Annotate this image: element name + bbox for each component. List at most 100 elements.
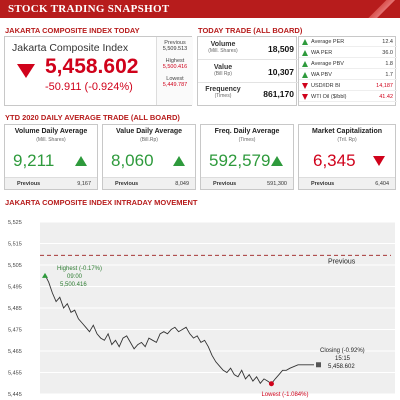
trade-unit: (Bill Rp) <box>214 71 232 77</box>
indicator-row: Average PER 12.4 <box>299 38 397 47</box>
card-unit: (Times) <box>238 137 256 143</box>
indicator-row: WTI Oil ($/bbl) 41.42 <box>299 93 397 102</box>
trade-unit: (Times) <box>214 93 232 99</box>
up-arrow-icon <box>173 156 185 166</box>
jci-today-panel: Jakarta Composite Index 5,458.602 -50.91… <box>4 36 193 106</box>
card-value: 6,345 <box>313 151 356 170</box>
indicator-row: USD/IDR BI 14,187 <box>299 82 397 91</box>
highest-value: 5,500.416 <box>162 64 188 70</box>
jci-today-title: JAKARTA COMPOSITE INDEX TODAY <box>5 26 140 35</box>
indicator-value: 1.8 <box>385 61 393 67</box>
card-title: Freq. Daily Average <box>214 128 280 135</box>
ytd-card-market-cap: Market Capitalization (Tril. Rp) 6,345 P… <box>298 124 396 190</box>
card-unit: (Bill.Rp) <box>140 137 158 143</box>
y-tick-label: 5,505 <box>8 263 22 269</box>
card-previous: Previous 591,300 <box>201 177 293 189</box>
trade-row-volume: Volume (Mill. Shares) 18,509 <box>198 38 298 60</box>
previous-value: 8,049 <box>175 181 189 187</box>
closing-label: Closing (-0.92%) <box>320 348 365 354</box>
y-tick-label: 5,465 <box>8 349 22 355</box>
highest-value: 5,500.416 <box>60 282 87 288</box>
intraday-chart: 5,525 5,515 5,505 5,495 5,485 5,475 5,465 5,455… <box>8 220 395 398</box>
trade-row-frequency: Frequency (Times) 861,170 <box>198 83 298 105</box>
indicator-name: WTI Oil ($/bbl) <box>311 94 347 100</box>
previous-label: Previous <box>17 181 41 187</box>
card-title: Volume Daily Average <box>14 128 88 135</box>
indicator-value: 1.7 <box>385 72 393 78</box>
card-previous: Previous 6,404 <box>299 177 395 189</box>
previous-label: Previous <box>213 181 237 187</box>
page-title: STOCK TRADING SNAPSHOT <box>8 3 170 15</box>
y-tick-label: 5,485 <box>8 306 22 312</box>
card-value: 592,579 <box>209 151 271 170</box>
banner-decoration <box>360 0 400 18</box>
market-indicators-panel: Average PER 12.4 WA PER 36.0 Average PBV… <box>298 36 397 106</box>
y-tick-label: 5,455 <box>8 371 22 377</box>
trade-label: Value <box>213 64 233 71</box>
header-banner: STOCK TRADING SNAPSHOT <box>0 0 400 18</box>
highest-time: 09:00 <box>67 274 83 280</box>
previous-value: 591,300 <box>267 181 287 187</box>
indicator-name: WA PBV <box>311 72 332 78</box>
indicator-value: 12.4 <box>382 39 393 45</box>
previous-label: Previous <box>164 40 186 46</box>
trade-unit: (Mill. Shares) <box>208 48 238 54</box>
index-name: Jakarta Composite Index <box>12 42 129 54</box>
ytd-card-value: Value Daily Average (Bill.Rp) 8,060 Prev… <box>102 124 196 190</box>
lowest-label: Lowest (-1.084%) <box>261 392 308 398</box>
card-title: Value Daily Average <box>115 128 183 135</box>
indicator-name: WA PER <box>311 50 333 56</box>
card-unit: (Mill. Shares) <box>36 137 66 143</box>
trade-value: 10,307 <box>268 67 294 77</box>
card-previous: Previous 8,049 <box>103 177 195 189</box>
y-tick-label: 5,515 <box>8 242 22 248</box>
indicator-row: WA PBV 1.7 <box>299 71 397 80</box>
indicator-name: USD/IDR BI <box>311 83 341 89</box>
y-tick-label: 5,445 <box>8 392 22 398</box>
down-arrow-icon <box>302 83 308 89</box>
ytd-card-volume: Volume Daily Average (Mill. Shares) 9,21… <box>4 124 98 190</box>
y-tick-label: 5,525 <box>8 220 22 226</box>
index-change: -50.911 (-0.924%) <box>45 81 133 93</box>
indicator-name: Average PER <box>311 39 345 45</box>
index-value: 5,458.602 <box>45 55 139 78</box>
highest-label: Highest <box>165 58 185 64</box>
lowest-marker <box>268 381 274 387</box>
previous-value: 5,509.513 <box>162 46 188 52</box>
previous-line-label: Previous <box>328 258 356 265</box>
today-trade-panel: Volume (Mill. Shares) 18,509 Value (Bill R… <box>197 36 298 106</box>
indicator-row: Average PBV 1.8 <box>299 60 397 69</box>
jci-series-line <box>44 274 314 385</box>
jci-summary-column: Previous 5,509.513 Highest 5,500.416 Low… <box>156 37 193 105</box>
closing-marker <box>316 362 321 368</box>
highest-marker <box>42 272 48 278</box>
up-arrow-icon <box>75 156 87 166</box>
previous-label: Previous <box>115 181 139 187</box>
trade-label: Volume <box>210 41 236 48</box>
up-arrow-icon <box>271 156 283 166</box>
card-unit: (Tril. Rp) <box>337 137 357 143</box>
card-value: 9,211 <box>13 151 55 170</box>
up-arrow-icon <box>302 72 308 78</box>
indicator-value: 36.0 <box>382 50 393 56</box>
lowest-value: 5,449.787 <box>162 82 188 88</box>
indicator-value: 41.42 <box>379 94 393 100</box>
previous-value: 9,167 <box>77 181 91 187</box>
y-tick-label: 5,475 <box>8 328 22 334</box>
previous-value: 6,404 <box>375 181 389 187</box>
closing-value: 5,458.602 <box>328 364 355 370</box>
ytd-card-frequency: Freq. Daily Average (Times) 592,579 Prev… <box>200 124 294 190</box>
down-arrow-icon <box>17 64 35 78</box>
lowest-label: Lowest <box>166 76 184 82</box>
closing-time: 15:15 <box>335 356 351 362</box>
highest-label: Highest (-0.17%) <box>57 266 102 272</box>
today-trade-title: TODAY TRADE (ALL BOARD) <box>198 26 303 35</box>
card-value: 8,060 <box>111 151 154 170</box>
indicator-value: 14,187 <box>376 83 393 89</box>
trade-value: 861,170 <box>263 89 294 99</box>
trade-value: 18,509 <box>268 44 294 54</box>
indicator-row: WA PER 36.0 <box>299 49 397 58</box>
ytd-title: YTD 2020 DAILY AVERAGE TRADE (ALL BOARD) <box>5 113 180 122</box>
up-arrow-icon <box>302 61 308 67</box>
previous-label: Previous <box>311 181 335 187</box>
